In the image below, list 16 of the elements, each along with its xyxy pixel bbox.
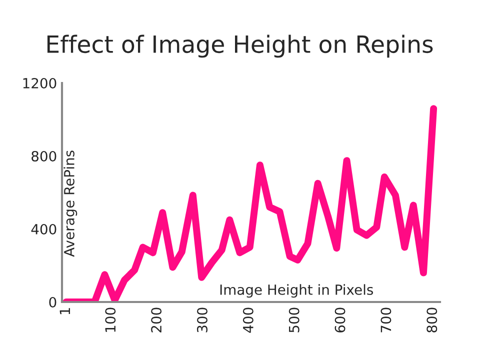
- y-tick-label: 800: [32, 150, 56, 162]
- y-tick-label: 0: [49, 296, 56, 308]
- y-tick-label: 400: [31, 224, 56, 234]
- y-axis-title: Average RePins: [64, 150, 78, 257]
- x-tick-label: 400: [242, 308, 254, 333]
- x-tick-label: 300: [196, 308, 208, 332]
- x-tick-label: 100: [105, 308, 116, 332]
- x-tick-label: 800: [426, 308, 438, 332]
- x-tick-label: 1: [60, 308, 70, 314]
- x-tick-label: 200: [151, 308, 162, 332]
- x-axis-title: Image Height in Pixels: [220, 284, 374, 298]
- x-tick-label: 700: [380, 308, 392, 332]
- x-tick-label: 500: [288, 308, 300, 332]
- y-tick-label: 1200: [23, 78, 56, 88]
- chart-title: Effect of Image Height on Repins: [47, 34, 433, 58]
- x-tick-label: 600: [334, 308, 346, 332]
